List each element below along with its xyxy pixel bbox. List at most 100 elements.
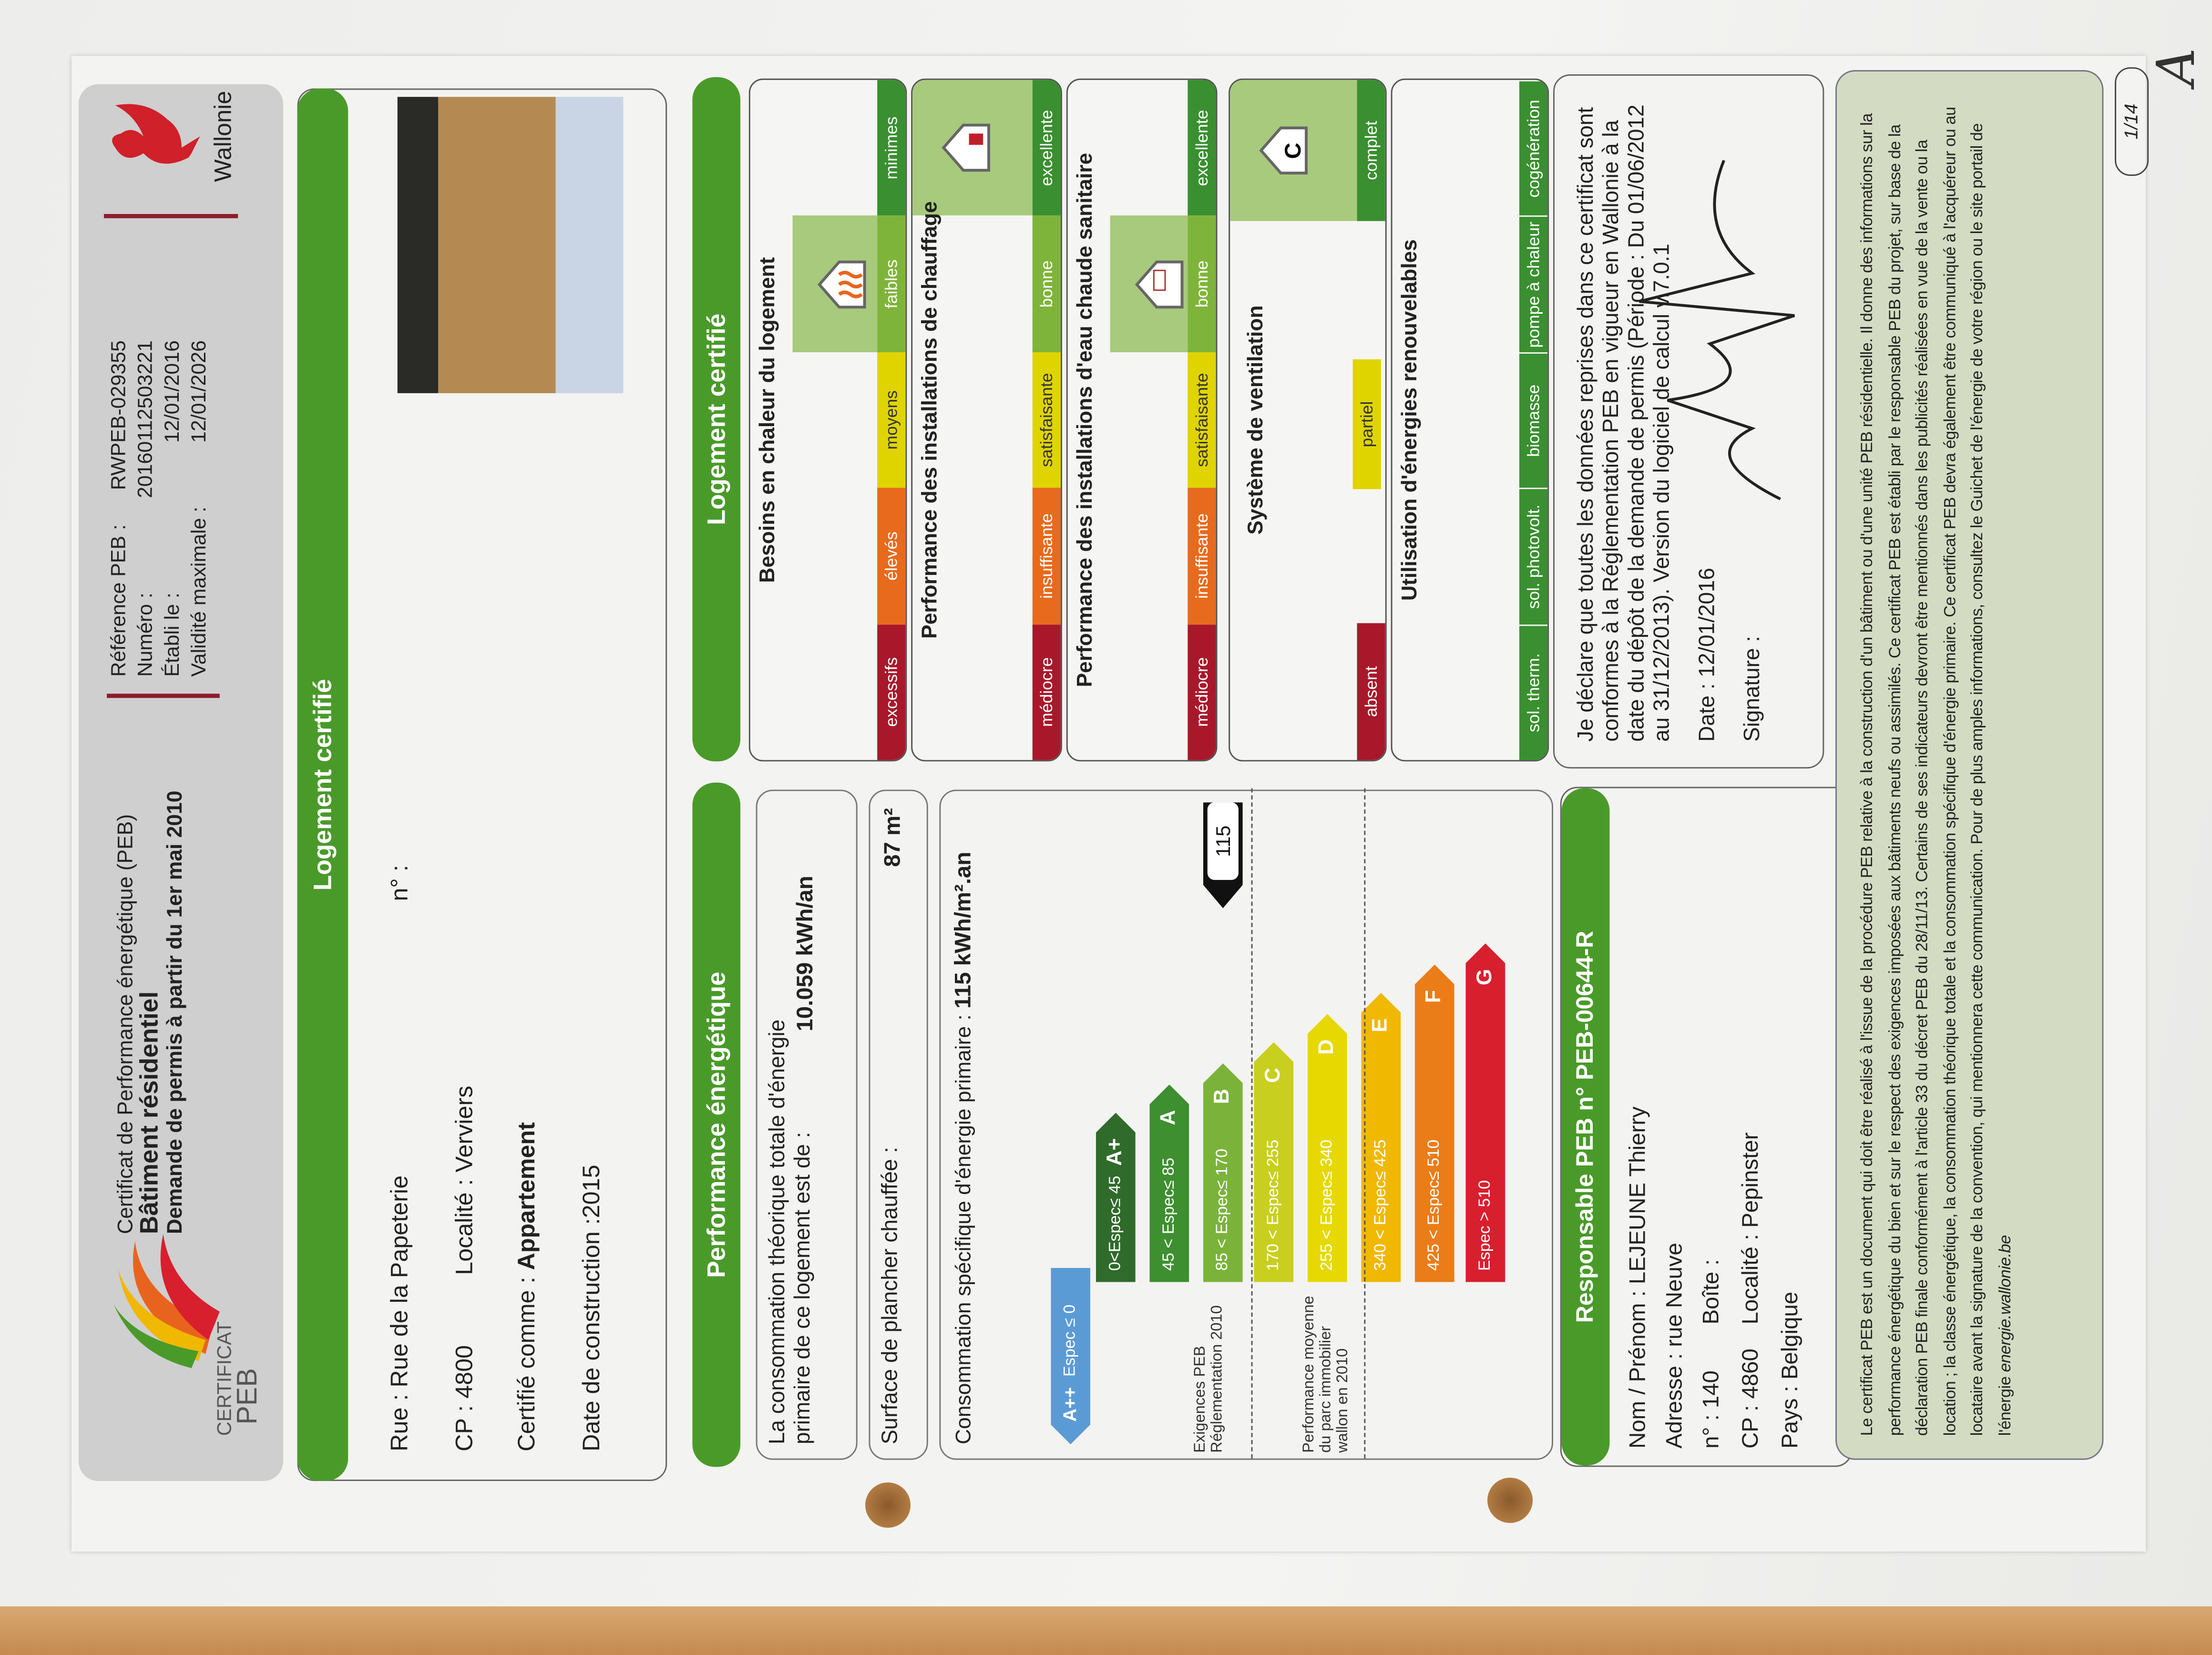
responsable-postal-code: CP : 4860 [1739,1349,1764,1449]
page-number: 1/14 [2115,67,2149,176]
class-letter: A+ [1103,1138,1127,1166]
rating-box-title: Besoins en chaleur du logement [756,257,780,583]
region-name: Wallonie [210,91,237,182]
construction-date: Date de construction :2015 [578,1165,605,1451]
rating-segment-satisfaisante: satisfaisante [1188,352,1216,488]
certificat-peb-logo: CERTIFICAT PEB [113,1234,262,1436]
certified-as-value: Appartement [513,1122,540,1270]
energy-class-aplus: A+ 0<Espec≤ 45 [1096,1113,1136,1282]
certified-ratings-section: Logement certifié Besoins en chaleur du … [692,77,1549,762]
num-label: Numéro : [135,593,158,677]
house-ventilation-icon: C [1255,123,1311,179]
specific-consumption: Consommation spécifique d'énergie primai… [952,852,977,1444]
ref-value: RWPEB-029355 [108,340,131,490]
house-heating-system-icon [938,120,994,176]
peb-requirement-line [1251,788,1253,1459]
street-number: n° : [386,865,413,901]
rating-segment-bonne: bonne [1188,216,1216,352]
svg-text:CERTIFICAT: CERTIFICAT [213,1321,235,1436]
rating-segment-excellente: excellente [1188,80,1216,216]
energy-class-d: D 255 < Espec≤ 340 [1308,1014,1347,1282]
svg-text:PEB: PEB [231,1368,262,1424]
responsable-locality: Localité : Pepinster [1739,1132,1764,1325]
postal-code: CP : 4800 [451,1345,478,1451]
rating-segment-complet: complet [1357,80,1385,221]
class-range: 0<Espec≤ 45 [1107,1175,1125,1271]
wooden-table [0,1606,2212,1655]
reference-block: Référence PEB : RWPEB-029355 Numéro : 2016… [107,332,220,698]
num-value: 20160112503221 [135,340,158,499]
permit-date: Demande de permis à partir du 1er mai 20… [163,790,187,1234]
class-range: 425 < Espec≤ 510 [1426,1139,1444,1271]
class-range: 170 < Espec≤ 255 [1265,1139,1282,1271]
class-range: 340 < Espec≤ 425 [1372,1139,1390,1271]
energy-scale-box: Consommation spécifique d'énergie primai… [939,788,1553,1460]
energy-class-f: F 425 < Espec≤ 510 [1415,965,1454,1282]
energy-class-e: E 340 < Espec≤ 425 [1361,993,1401,1282]
class-letter: C [1261,1067,1285,1083]
rating-box-title: Performance des installations de chauffa… [918,201,942,639]
consumption-text: La consommation théorique totale d'énerg… [766,1019,815,1445]
rating-segment-médiocre: médiocre [1188,624,1216,760]
declaration-section: Je déclare que toutes les données repris… [1553,74,1824,769]
disclaimer-text: Le certificat PEB est un document qui do… [1858,107,2014,1436]
energy-class-b: B 85 < Espec≤ 170 [1203,1063,1243,1282]
spec-value: 115 kWh/m².an [952,851,976,1009]
responsable-country: Pays : Belgique [1779,1291,1803,1449]
rating-segment-satisfaisante: satisfaisante [1032,352,1061,488]
rating-segment-pompe-à-chaleur: pompe à chaleur [1519,217,1548,352]
rating-marker: 115 [1203,802,1243,908]
responsable-box: Boîte : [1700,1259,1724,1325]
rating-segment-médiocre: médiocre [1032,624,1061,760]
energy-class-g: G Espec > 510 [1465,943,1505,1282]
spec-label: Consommation spécifique d'énergie primai… [952,1014,976,1445]
consumption-value: 10.059 kWh/an [794,876,818,1032]
certified-as-label: Certifié comme : [513,1270,540,1451]
class-range: Espec ≤ 0 [1062,1304,1079,1377]
responsable-name: Nom / Prénom : LEJEUNE Thierry [1626,1106,1651,1449]
rating-segment-sol-photovolt-: sol. photovolt. [1519,489,1548,624]
rating-segment-moyens: moyens [877,352,906,488]
class-letter: A [1157,1110,1181,1125]
logement-section: Logement certifié Rue : Rue de la Papete… [297,88,667,1481]
rating-segment-excessifs: excessifs [877,624,906,760]
responsable-section: Responsable PEB n° PEB-00644-R Nom / Pré… [1560,787,1853,1467]
rating-marker-value: 115 [1208,802,1239,880]
ref-label: Référence PEB : [108,524,131,677]
performance-section: Performance énergétique La consommation … [692,782,1553,1467]
date-value: 12/01/2016 [162,340,184,443]
peb-certificate-page: CERTIFICAT PEB Certificat de Performance… [72,56,2149,1552]
class-letter: D [1314,1039,1339,1055]
surface-box: Surface de plancher chauffée : 87 m² [869,789,928,1460]
class-letter: B [1210,1089,1235,1104]
subtitle: Bâtiment résidentiel [135,991,164,1234]
punch-hole [865,1482,911,1528]
class-range: 85 < Espec≤ 170 [1214,1148,1232,1271]
rating-segment-faibles: faibles [877,216,906,352]
class-range: 45 < Espec≤ 85 [1161,1157,1178,1271]
energie-wallonie-link[interactable]: energie.wallonie.be [1995,1235,2014,1372]
rating-segment-absent: absent [1357,623,1385,760]
average-performance-line [1364,788,1366,1459]
valid-value: 12/01/2026 [188,340,212,443]
class-letter: E [1368,1018,1393,1032]
rating-segment-insuffisante: insuffisante [1032,488,1061,624]
class-letter: F [1422,990,1446,1003]
surface-value: 87 m² [881,808,906,867]
section-title: Performance énergétique [692,782,741,1467]
punch-hole [1487,1478,1533,1523]
rating-box: Utilisation d'énergies renouvelables sol.… [1391,78,1549,762]
wallonie-logo: Wallonie [104,72,238,218]
date-label: Établi le : [162,593,184,677]
rating-segment-cogénération: cogénération [1519,81,1548,216]
energy-class-aplusplus: A++ Espec ≤ 0 [1051,1268,1090,1444]
rating-segment-insuffisante: insuffisante [1188,488,1216,624]
peb-requirement-label: Exigences PEB Réglementation 2010 [1192,1305,1226,1453]
rating-segment-sol-therm-: sol. therm. [1519,625,1548,760]
rating-box-title: Système de ventilation [1244,305,1269,535]
title: Certificat de Performance énergétique (P… [113,814,138,1234]
rooster-icon [112,104,200,164]
rating-segment-élevés: élevés [877,488,906,624]
rating-segment-minimes: minimes [877,80,906,216]
rating-segment-bonne: bonne [1032,216,1061,352]
